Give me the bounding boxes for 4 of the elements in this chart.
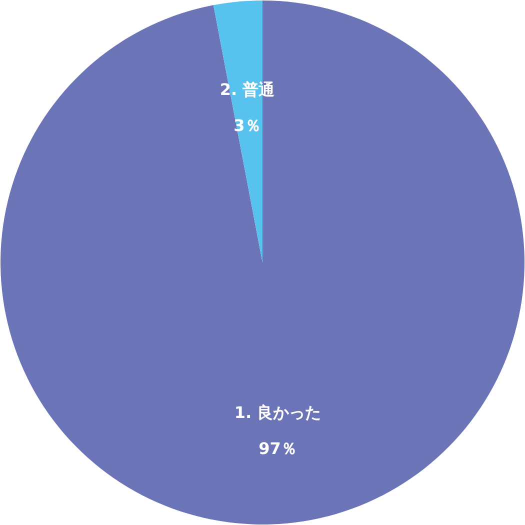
data-label: 97％ — [258, 439, 297, 458]
slice-label: 2. 普通 — [220, 80, 276, 99]
slice-label: 1. 良かった — [234, 403, 322, 422]
data-label: 3％ — [234, 116, 261, 135]
